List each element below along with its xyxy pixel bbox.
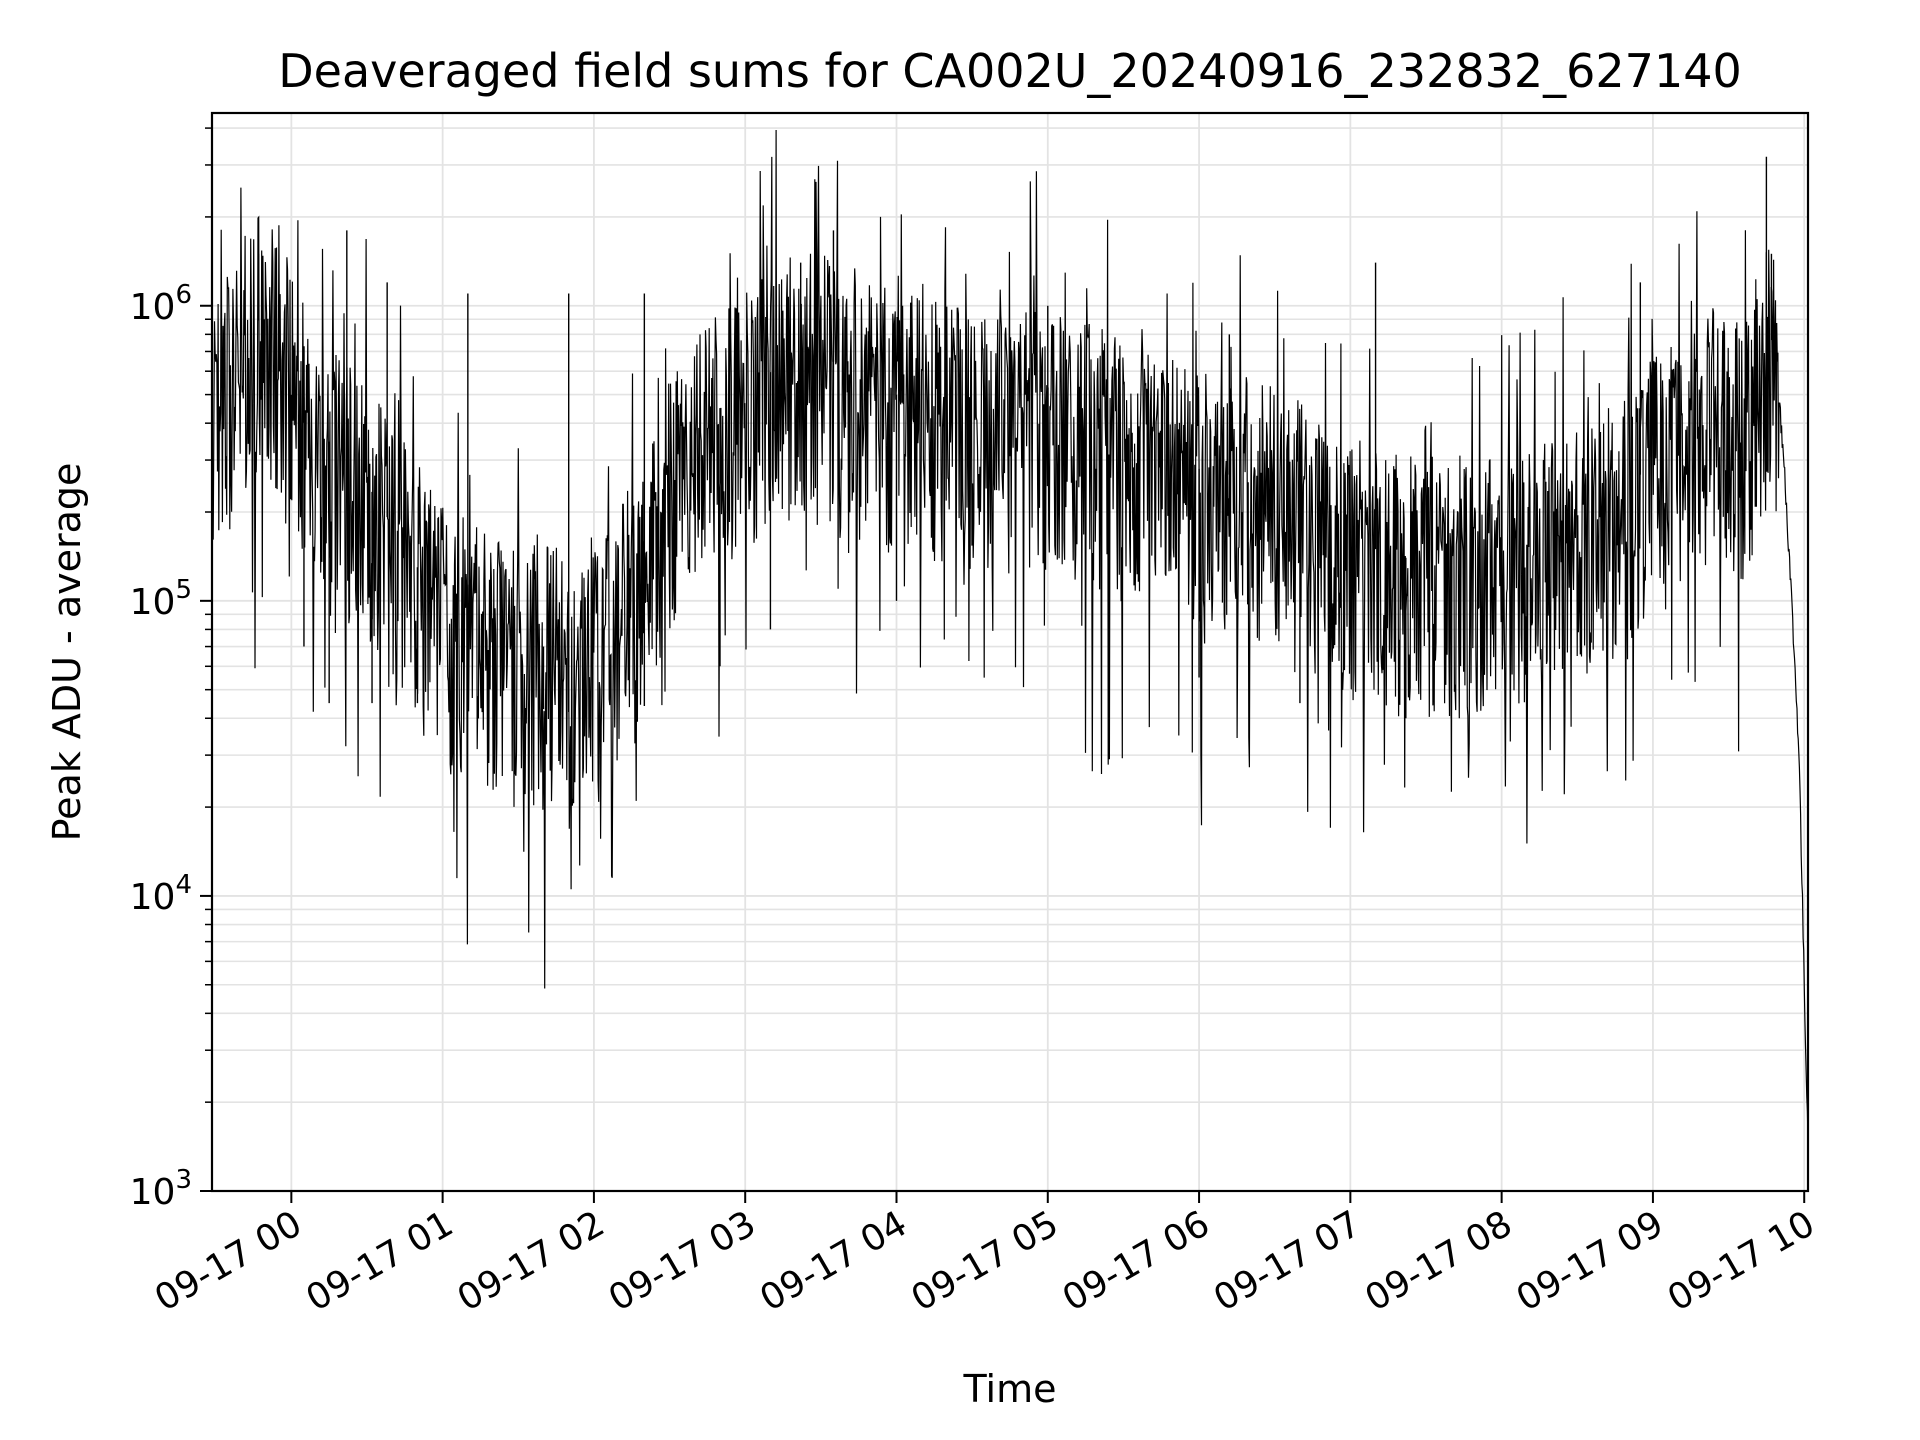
plot-frame [210, 111, 1810, 1193]
y-axis-label: Peak ADU - average [45, 463, 89, 842]
y-tick-label: 103 [130, 1165, 192, 1213]
series [211, 129, 1809, 1143]
y-tick-label: 106 [130, 280, 192, 328]
y-tick-label: 104 [130, 870, 192, 918]
series-line [211, 129, 1809, 1143]
y-ticks: 103 104 105 106 [130, 127, 212, 1213]
chart-title: Deaveraged field sums for CA002U_2024091… [278, 44, 1742, 98]
y-tick-label: 105 [130, 575, 192, 623]
x-axis-label: Time [963, 1367, 1057, 1411]
